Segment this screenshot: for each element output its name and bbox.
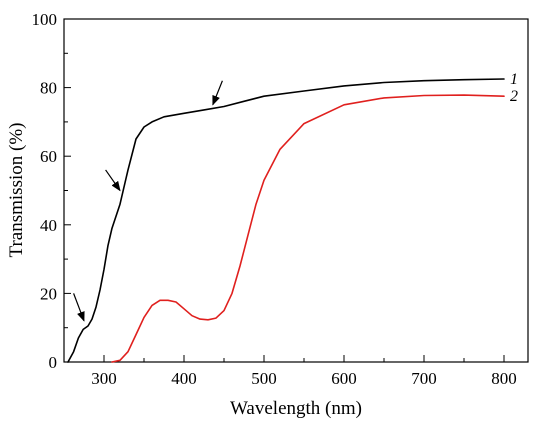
- x-axis-title: Wavelength (nm): [230, 398, 362, 419]
- series-label-2: 2: [510, 88, 518, 105]
- series-line-2: [111, 94, 505, 363]
- annotation-arrow: [73, 293, 85, 322]
- x-tick-label: 500: [251, 369, 277, 388]
- series-layer: 12: [67, 71, 518, 363]
- y-tick-label: 80: [40, 79, 57, 98]
- plot-frame: [63, 18, 529, 363]
- series-label-1: 1: [510, 71, 518, 88]
- x-tick-label: 700: [411, 369, 437, 388]
- y-axis-ticks: 0 20 40 60 80 100: [32, 10, 71, 372]
- x-tick-label: 300: [91, 369, 117, 388]
- x-tick-label: 800: [491, 369, 517, 388]
- y-tick-label: 40: [40, 216, 57, 235]
- y-tick-label: 0: [49, 353, 58, 372]
- y-axis-title: Transmission (%): [6, 123, 27, 258]
- y-tick-label: 60: [40, 147, 57, 166]
- series-line-1: [67, 78, 505, 363]
- x-axis-ticks: 300 400 500 600 700 800: [63, 355, 517, 388]
- y-tick-label: 20: [40, 284, 57, 303]
- annotation-layer: [73, 80, 223, 322]
- annotation-arrow: [105, 169, 121, 192]
- y-tick-label: 100: [32, 10, 58, 29]
- x-tick-label: 400: [171, 369, 197, 388]
- annotation-arrow: [212, 80, 223, 106]
- x-tick-label: 600: [331, 369, 357, 388]
